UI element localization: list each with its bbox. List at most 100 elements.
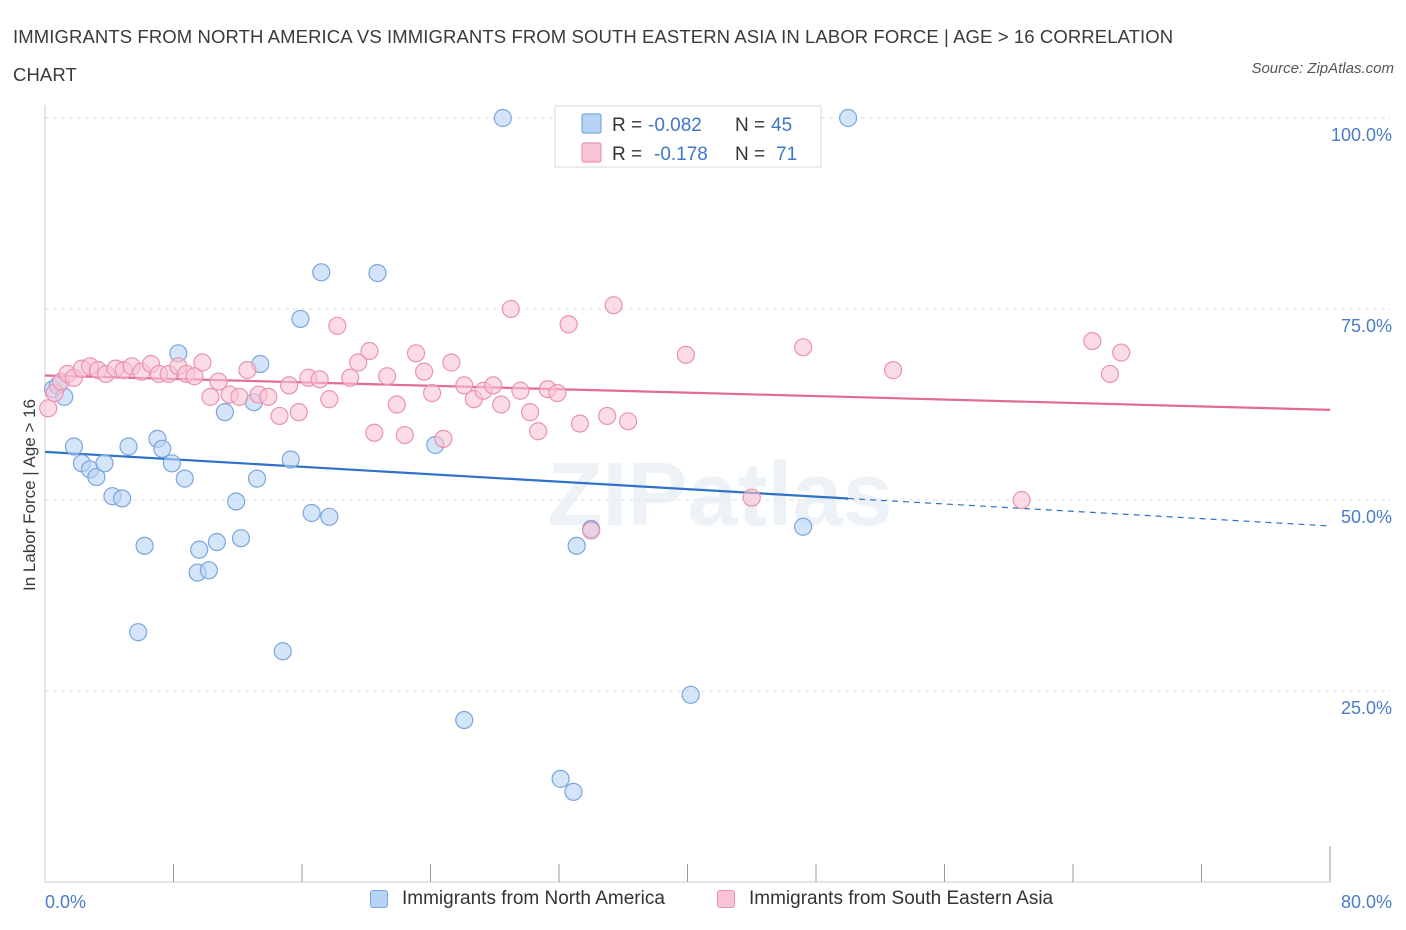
south-eastern-asia-trend-line (44, 374, 1331, 411)
south-eastern-asia-point (501, 299, 520, 319)
south-eastern-asia-point (559, 315, 578, 334)
south-eastern-asia-point (520, 403, 540, 422)
source-label: Source: ZipAtlas.com (1251, 60, 1394, 77)
south-eastern-asia-point (259, 387, 278, 406)
south-eastern-asia-point (341, 368, 360, 387)
legend-item-north-america: Immigrants from North America (370, 888, 665, 910)
south-eastern-asia-point (289, 403, 308, 422)
north-america-point (175, 469, 194, 488)
chart-title: IMMIGRANTS FROM NORTH AMERICA VS IMMIGRA… (13, 26, 1174, 85)
south-eastern-asia-point (1100, 364, 1120, 384)
south-eastern-asia-point (185, 367, 204, 386)
south-eastern-asia-point (270, 406, 289, 426)
legend-item-south-eastern-asia: Immigrants from South Eastern Asia (717, 888, 1053, 910)
south-eastern-asia-point (604, 296, 623, 315)
south-eastern-asia-point (39, 399, 58, 418)
north-america-point (567, 536, 586, 555)
north-america-point (320, 507, 339, 526)
north-america-point (119, 437, 138, 456)
legend-label-north-america: Immigrants from North America (402, 888, 665, 909)
south-eastern-asia-point (455, 376, 474, 395)
north-america-point (95, 454, 114, 473)
south-eastern-asia-point (548, 383, 567, 403)
south-eastern-asia-point (570, 414, 589, 433)
north-america-point (564, 782, 583, 801)
legend-swatch-north-america (370, 890, 388, 908)
series-legend: Immigrants from North America Immigrants… (0, 888, 1406, 918)
y-tick-label: 25.0% (1341, 698, 1392, 718)
south-eastern-asia-point (209, 372, 228, 391)
north-america-point (112, 489, 132, 508)
south-eastern-asia-point (1083, 331, 1102, 351)
x-tick-label: 0.0% (45, 892, 86, 912)
north-america-point (190, 540, 209, 559)
y-tick-label: 50.0% (1341, 507, 1392, 527)
legend-n-label: N = (735, 115, 765, 136)
y-axis-title: In Labor Force | Age > 16 (20, 399, 39, 591)
north-america-point (794, 517, 813, 536)
south-eastern-asia-point (320, 390, 339, 409)
y-tick-label: 100.0% (1331, 125, 1392, 145)
north-america-point (551, 769, 570, 788)
legend-n-value-pink: 71 (776, 144, 797, 165)
south-eastern-asia-point (442, 353, 461, 372)
south-eastern-asia-point (1112, 343, 1131, 362)
south-eastern-asia-point (434, 429, 453, 448)
legend-r-label: R = (612, 115, 642, 136)
north-america-point (87, 467, 106, 487)
correlation-legend: R = -0.082 N = 45 R = -0.178 N = 71 (554, 105, 822, 168)
north-america-point (64, 437, 84, 456)
south-eastern-asia-point (598, 406, 617, 426)
south-eastern-asia-point (406, 344, 426, 363)
legend-swatch-pink (581, 142, 602, 163)
legend-n-value-blue: 45 (771, 115, 792, 136)
north-america-point (312, 263, 331, 282)
south-eastern-asia-point (676, 345, 695, 364)
south-eastern-asia-point (395, 425, 414, 445)
north-america-point (162, 454, 181, 473)
south-eastern-asia-point (349, 353, 368, 372)
south-eastern-asia-point (582, 521, 601, 540)
series-north-america-points (43, 108, 858, 801)
axes (44, 105, 1331, 883)
north-america-point (231, 529, 251, 548)
south-eastern-asia-point (193, 353, 212, 372)
south-eastern-asia-point (742, 488, 761, 507)
north-america-point (493, 108, 512, 128)
legend-r-value-pink: -0.178 (654, 144, 708, 165)
legend-r-label: R = (612, 144, 642, 165)
y-tick-labels: 25.0% 50.0% 75.0% 100.0% (1331, 125, 1392, 718)
x-tick-labels: 0.0% 80.0% (45, 892, 1392, 912)
north-america-point (302, 503, 321, 523)
legend-swatch-blue (581, 113, 602, 134)
north-america-point (281, 450, 300, 469)
x-tick-label: 80.0% (1341, 892, 1392, 912)
south-eastern-asia-point (794, 338, 813, 357)
south-eastern-asia-point (511, 381, 530, 400)
north-america-point (455, 710, 474, 730)
north-america-trend-extension (848, 497, 1331, 527)
south-eastern-asia-point (360, 341, 379, 361)
north-america-point (215, 403, 234, 422)
south-eastern-asia-point (1012, 490, 1031, 510)
south-eastern-asia-point (230, 387, 249, 406)
north-america-point (291, 309, 310, 329)
y-tick-label: 75.0% (1341, 316, 1392, 336)
south-eastern-asia-point (387, 395, 406, 414)
north-america-point (135, 536, 154, 555)
north-america-point (153, 439, 172, 458)
south-eastern-asia-point (618, 412, 638, 431)
south-eastern-asia-point (201, 387, 220, 406)
north-america-point (207, 532, 226, 552)
north-america-point (681, 685, 700, 704)
north-america-point (227, 492, 246, 511)
south-eastern-asia-point (529, 422, 548, 441)
south-eastern-asia-point (492, 395, 511, 414)
south-eastern-asia-point (423, 383, 442, 403)
south-eastern-asia-point (238, 361, 257, 380)
north-america-point (273, 642, 292, 661)
south-eastern-asia-point (378, 367, 397, 386)
north-america-point (199, 561, 218, 580)
legend-label-south-eastern-asia: Immigrants from South Eastern Asia (749, 888, 1054, 909)
